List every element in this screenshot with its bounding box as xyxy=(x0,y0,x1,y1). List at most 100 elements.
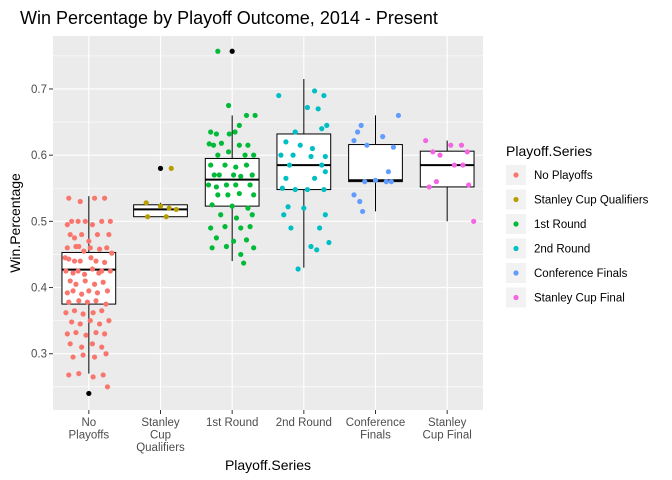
data-point xyxy=(281,212,287,218)
data-point xyxy=(360,208,366,215)
data-point xyxy=(109,250,115,256)
data-point xyxy=(249,212,255,218)
x-tick-label: 1st Round xyxy=(206,417,258,429)
data-point xyxy=(66,372,72,378)
y-tick-label: 0.7 xyxy=(31,84,47,96)
data-point xyxy=(242,152,248,158)
data-point xyxy=(94,231,101,238)
data-point xyxy=(102,259,108,265)
data-point xyxy=(297,142,303,148)
data-point xyxy=(79,344,85,350)
data-point xyxy=(358,122,364,128)
x-tick-label: Cup Final xyxy=(423,430,472,442)
data-point xyxy=(380,134,386,140)
data-point xyxy=(93,258,99,264)
outlier-point xyxy=(229,48,235,54)
data-point xyxy=(388,179,394,185)
data-point xyxy=(247,224,253,230)
data-point xyxy=(104,384,111,390)
data-point xyxy=(233,182,239,188)
data-point xyxy=(279,185,285,191)
data-point xyxy=(251,152,257,158)
data-point xyxy=(89,266,96,272)
data-point xyxy=(390,144,397,150)
data-point xyxy=(324,122,330,128)
data-point xyxy=(213,235,219,241)
data-point xyxy=(357,198,363,205)
data-point xyxy=(236,142,242,148)
data-point xyxy=(104,288,111,294)
data-point xyxy=(308,243,314,250)
data-point xyxy=(103,301,109,307)
data-point xyxy=(215,152,221,158)
x-axis-title: Playoff.Series xyxy=(225,457,311,473)
data-point xyxy=(66,299,72,305)
data-point xyxy=(448,142,454,148)
data-point xyxy=(77,258,83,264)
data-point xyxy=(364,142,370,148)
data-point xyxy=(222,224,228,230)
data-point xyxy=(67,278,73,284)
data-point xyxy=(321,92,327,99)
data-point xyxy=(208,129,214,135)
data-point xyxy=(241,260,247,266)
data-point xyxy=(315,106,321,112)
boxplot xyxy=(348,115,403,212)
data-point xyxy=(433,179,440,185)
data-point xyxy=(93,329,99,336)
data-point xyxy=(89,222,96,228)
data-point xyxy=(283,175,289,181)
x-tick-label: Playoffs xyxy=(68,430,109,442)
data-point xyxy=(437,152,443,158)
data-point xyxy=(67,231,73,238)
data-point xyxy=(91,281,98,287)
data-point xyxy=(81,248,87,254)
data-point xyxy=(166,205,172,211)
data-point xyxy=(145,214,151,220)
data-point xyxy=(322,212,328,218)
data-point xyxy=(225,192,231,198)
outlier-point xyxy=(86,390,92,397)
data-point xyxy=(62,255,68,261)
outlier-points xyxy=(86,48,235,397)
data-point xyxy=(317,225,323,231)
data-point xyxy=(213,184,219,190)
data-point xyxy=(208,162,214,168)
data-point xyxy=(86,238,92,244)
data-point xyxy=(210,142,217,148)
data-point xyxy=(64,222,70,228)
legend-label: 1st Round xyxy=(534,219,586,231)
data-point xyxy=(70,288,76,294)
data-point xyxy=(143,200,149,206)
legend-label: Conference Finals xyxy=(534,268,628,280)
data-point xyxy=(311,175,318,181)
data-point xyxy=(251,192,257,198)
boxplot xyxy=(204,115,260,262)
data-point xyxy=(385,169,391,175)
data-point xyxy=(372,177,379,183)
data-point xyxy=(249,172,255,178)
data-point xyxy=(96,246,103,252)
legend-marker xyxy=(513,245,519,252)
legend-label: 2nd Round xyxy=(534,244,590,256)
x-tick-label: No xyxy=(81,417,96,429)
data-point xyxy=(90,310,96,316)
data-point xyxy=(309,145,316,152)
legend-marker xyxy=(513,196,519,203)
data-point xyxy=(79,291,85,297)
data-point xyxy=(245,142,251,148)
data-point xyxy=(99,308,105,314)
data-point xyxy=(83,332,89,338)
data-point xyxy=(106,318,112,324)
x-tick-label: Qualifiers xyxy=(136,442,185,454)
x-tick-label: Stanley xyxy=(428,417,467,429)
legend-label: No Playoffs xyxy=(534,170,593,182)
data-point xyxy=(163,214,169,220)
data-point xyxy=(319,126,325,132)
x-tick-label: 2nd Round xyxy=(276,417,332,429)
data-point xyxy=(321,186,327,193)
data-point xyxy=(292,129,298,135)
data-point xyxy=(168,165,174,171)
